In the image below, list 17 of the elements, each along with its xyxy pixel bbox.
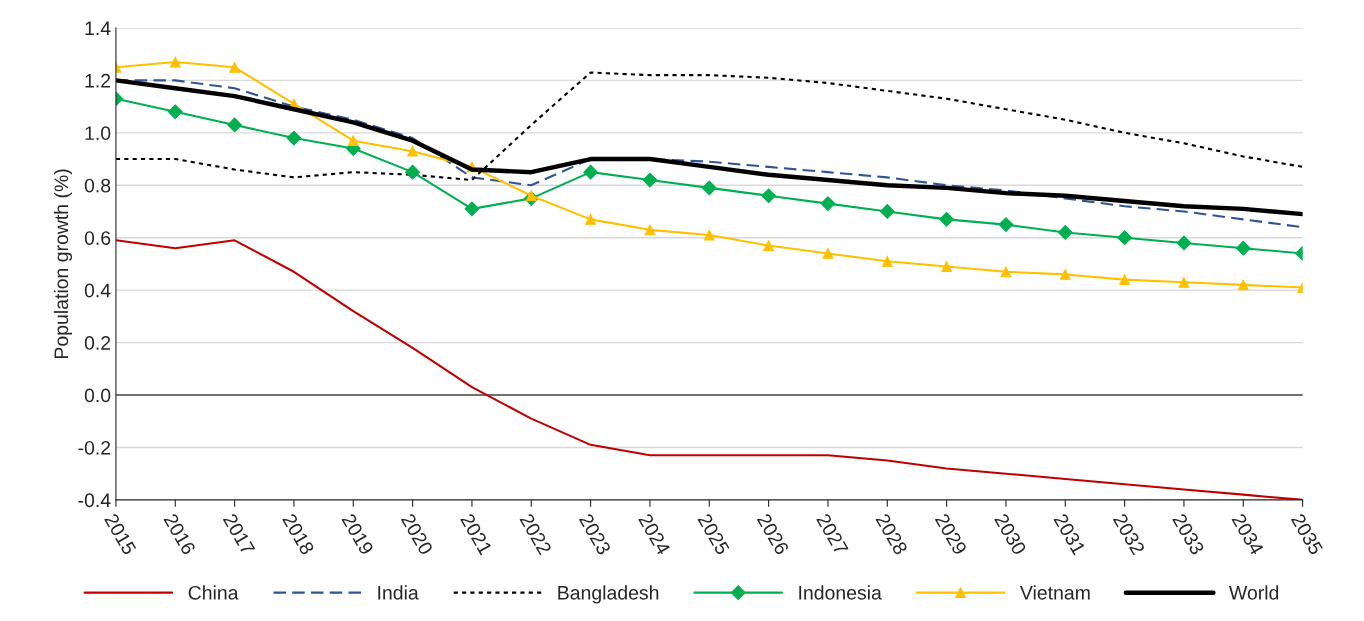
legend-label: India xyxy=(378,585,419,600)
y-tick-label: 1.0 xyxy=(85,126,111,141)
y-tick-label: 1.4 xyxy=(85,21,111,35)
y-tick-label: 0.6 xyxy=(84,231,111,245)
y-tick-label: 0.4 xyxy=(84,283,111,298)
legend-label: World xyxy=(1229,585,1279,600)
y-tick-label: 1.2 xyxy=(85,73,111,88)
y-tick-label: 0.8 xyxy=(84,178,111,193)
y-tick-label: -0.4 xyxy=(78,493,111,508)
y-tick-label: 0.2 xyxy=(84,336,111,350)
y-tick-label: -0.2 xyxy=(78,440,111,455)
legend-label: Bangladesh xyxy=(558,585,659,604)
legend-label: Vietnam xyxy=(1019,585,1090,600)
y-axis-title: Population growth (%) xyxy=(53,169,73,358)
legend-label: China xyxy=(188,585,239,600)
legend-label: Indonesia xyxy=(799,585,882,600)
y-tick-label: 0.0 xyxy=(84,388,111,403)
